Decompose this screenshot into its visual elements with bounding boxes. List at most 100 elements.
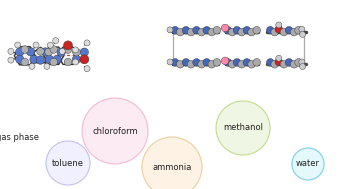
Circle shape: [72, 47, 79, 53]
Circle shape: [275, 26, 283, 33]
Text: water: water: [296, 160, 320, 169]
Circle shape: [238, 28, 245, 36]
Circle shape: [8, 48, 14, 54]
Circle shape: [238, 60, 245, 68]
Ellipse shape: [292, 148, 324, 180]
Polygon shape: [44, 47, 64, 64]
Circle shape: [248, 60, 255, 68]
Circle shape: [300, 64, 306, 70]
Circle shape: [8, 57, 14, 63]
Circle shape: [213, 26, 221, 34]
Circle shape: [299, 59, 305, 65]
Circle shape: [72, 59, 79, 65]
Circle shape: [203, 59, 210, 66]
Circle shape: [182, 26, 190, 34]
Circle shape: [36, 56, 45, 64]
Circle shape: [30, 55, 38, 64]
Circle shape: [50, 46, 57, 53]
Circle shape: [248, 28, 255, 36]
Circle shape: [290, 28, 298, 36]
Circle shape: [27, 48, 35, 56]
Circle shape: [33, 42, 39, 48]
Circle shape: [267, 59, 274, 66]
Circle shape: [198, 28, 205, 36]
Circle shape: [224, 26, 232, 34]
Circle shape: [280, 60, 288, 68]
Circle shape: [276, 55, 282, 61]
Circle shape: [193, 26, 200, 34]
Circle shape: [57, 48, 65, 56]
Circle shape: [285, 59, 293, 66]
Circle shape: [280, 28, 288, 36]
Circle shape: [45, 48, 52, 56]
Circle shape: [176, 60, 184, 68]
Circle shape: [267, 26, 274, 34]
Circle shape: [73, 48, 80, 56]
Circle shape: [253, 26, 260, 34]
Polygon shape: [14, 47, 35, 65]
Circle shape: [295, 26, 302, 34]
Circle shape: [299, 26, 305, 32]
Circle shape: [80, 48, 88, 56]
Ellipse shape: [82, 98, 148, 164]
Circle shape: [72, 55, 81, 64]
Ellipse shape: [142, 137, 202, 189]
Circle shape: [243, 26, 251, 34]
Circle shape: [193, 59, 200, 66]
Circle shape: [233, 26, 241, 34]
Circle shape: [233, 59, 241, 66]
Circle shape: [243, 59, 251, 66]
Circle shape: [213, 59, 221, 66]
Circle shape: [167, 27, 173, 33]
Text: ammonia: ammonia: [152, 163, 192, 171]
Circle shape: [37, 48, 44, 55]
Text: gas phase: gas phase: [0, 133, 39, 143]
Circle shape: [285, 26, 293, 34]
Circle shape: [198, 60, 205, 68]
Circle shape: [208, 60, 216, 68]
Circle shape: [228, 60, 236, 68]
Circle shape: [171, 59, 179, 66]
Text: toluene: toluene: [52, 159, 84, 167]
Ellipse shape: [46, 141, 90, 185]
Circle shape: [271, 60, 278, 68]
Circle shape: [295, 59, 302, 66]
Circle shape: [41, 48, 49, 56]
Circle shape: [167, 59, 173, 65]
Circle shape: [59, 48, 65, 54]
Circle shape: [64, 41, 72, 50]
Circle shape: [221, 24, 229, 32]
Circle shape: [44, 63, 50, 69]
Circle shape: [203, 26, 210, 34]
Circle shape: [276, 22, 282, 28]
Circle shape: [50, 58, 57, 66]
Circle shape: [221, 57, 229, 65]
Text: methanol: methanol: [223, 123, 263, 132]
Circle shape: [84, 66, 90, 72]
Circle shape: [53, 55, 61, 64]
Polygon shape: [32, 47, 49, 63]
Circle shape: [45, 55, 53, 64]
Circle shape: [171, 26, 179, 34]
Circle shape: [271, 28, 278, 36]
Circle shape: [187, 60, 195, 68]
Circle shape: [21, 46, 29, 53]
Polygon shape: [58, 47, 78, 64]
Circle shape: [182, 59, 190, 66]
Text: chloroform: chloroform: [92, 126, 138, 136]
Circle shape: [21, 58, 29, 66]
Circle shape: [16, 48, 24, 56]
Circle shape: [300, 31, 306, 37]
Circle shape: [47, 42, 53, 48]
Circle shape: [64, 58, 72, 66]
Circle shape: [84, 40, 90, 46]
Circle shape: [176, 28, 184, 36]
Circle shape: [275, 58, 283, 66]
Circle shape: [208, 28, 216, 36]
Circle shape: [64, 46, 72, 53]
Ellipse shape: [216, 101, 270, 155]
Circle shape: [29, 63, 35, 69]
Circle shape: [290, 60, 298, 68]
Circle shape: [15, 42, 21, 48]
Circle shape: [187, 28, 195, 36]
